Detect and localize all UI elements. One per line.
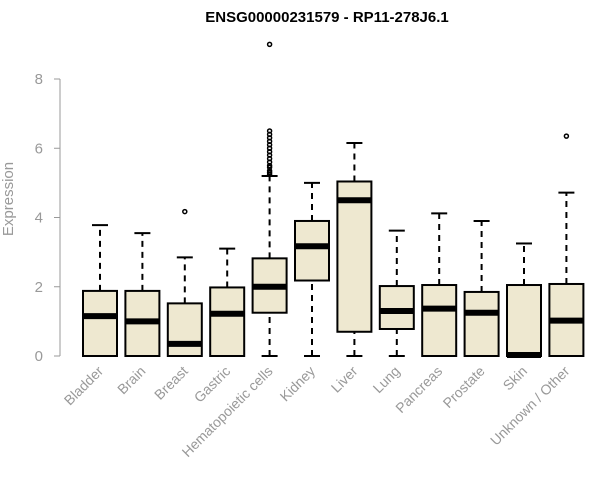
y-tick-label: 2: [35, 279, 43, 296]
x-tick-label: Brain: [114, 363, 148, 397]
iqr-box: [209, 286, 246, 358]
box-kidney: [294, 181, 330, 357]
x-tick-label: Lung: [370, 363, 403, 396]
iqr-box: [336, 180, 373, 333]
box-series: [82, 41, 585, 358]
box-gastric: [209, 247, 246, 358]
x-tick-label: Unknown / Other: [487, 363, 573, 449]
box-unknown-other: [548, 133, 585, 358]
box-lung: [378, 229, 415, 357]
box-breast: [166, 208, 203, 357]
x-tick-label: Prostate: [440, 363, 488, 411]
box-bladder: [82, 224, 118, 357]
outlier-point: [182, 208, 188, 215]
y-tick-label: 6: [35, 140, 43, 157]
y-axis: 0 2 4 6 8: [35, 71, 61, 365]
outlier-point: [266, 41, 273, 48]
iqr-box: [463, 290, 500, 358]
iqr-box: [378, 285, 415, 330]
box-prostate: [463, 219, 500, 358]
chart-title: ENSG00000231579 - RP11-278J6.1: [205, 9, 449, 26]
iqr-box: [421, 284, 458, 357]
iqr-box: [294, 219, 330, 282]
outlier-point: [266, 128, 273, 134]
iqr-box: [82, 289, 118, 357]
iqr-box: [506, 284, 542, 357]
box-skin: [506, 242, 542, 358]
y-axis-label: Expression: [0, 162, 17, 236]
box-pancreas: [421, 212, 458, 357]
box-brain: [124, 232, 161, 357]
box-liver: [336, 142, 373, 357]
x-tick-label: Bladder: [61, 363, 107, 409]
x-tick-label: Breast: [151, 363, 191, 403]
x-tick-label: Kidney: [277, 363, 319, 405]
box-hematopoietic-cells: [251, 41, 288, 357]
outlier-point: [563, 133, 570, 139]
y-tick-label: 8: [35, 71, 43, 88]
y-tick-label: 4: [35, 210, 43, 227]
x-tick-label: Pancreas: [392, 363, 445, 416]
iqr-box: [166, 302, 203, 357]
x-tick-label: Skin: [500, 363, 531, 394]
y-tick-label: 0: [35, 348, 43, 365]
x-tick-label: Liver: [328, 363, 361, 396]
